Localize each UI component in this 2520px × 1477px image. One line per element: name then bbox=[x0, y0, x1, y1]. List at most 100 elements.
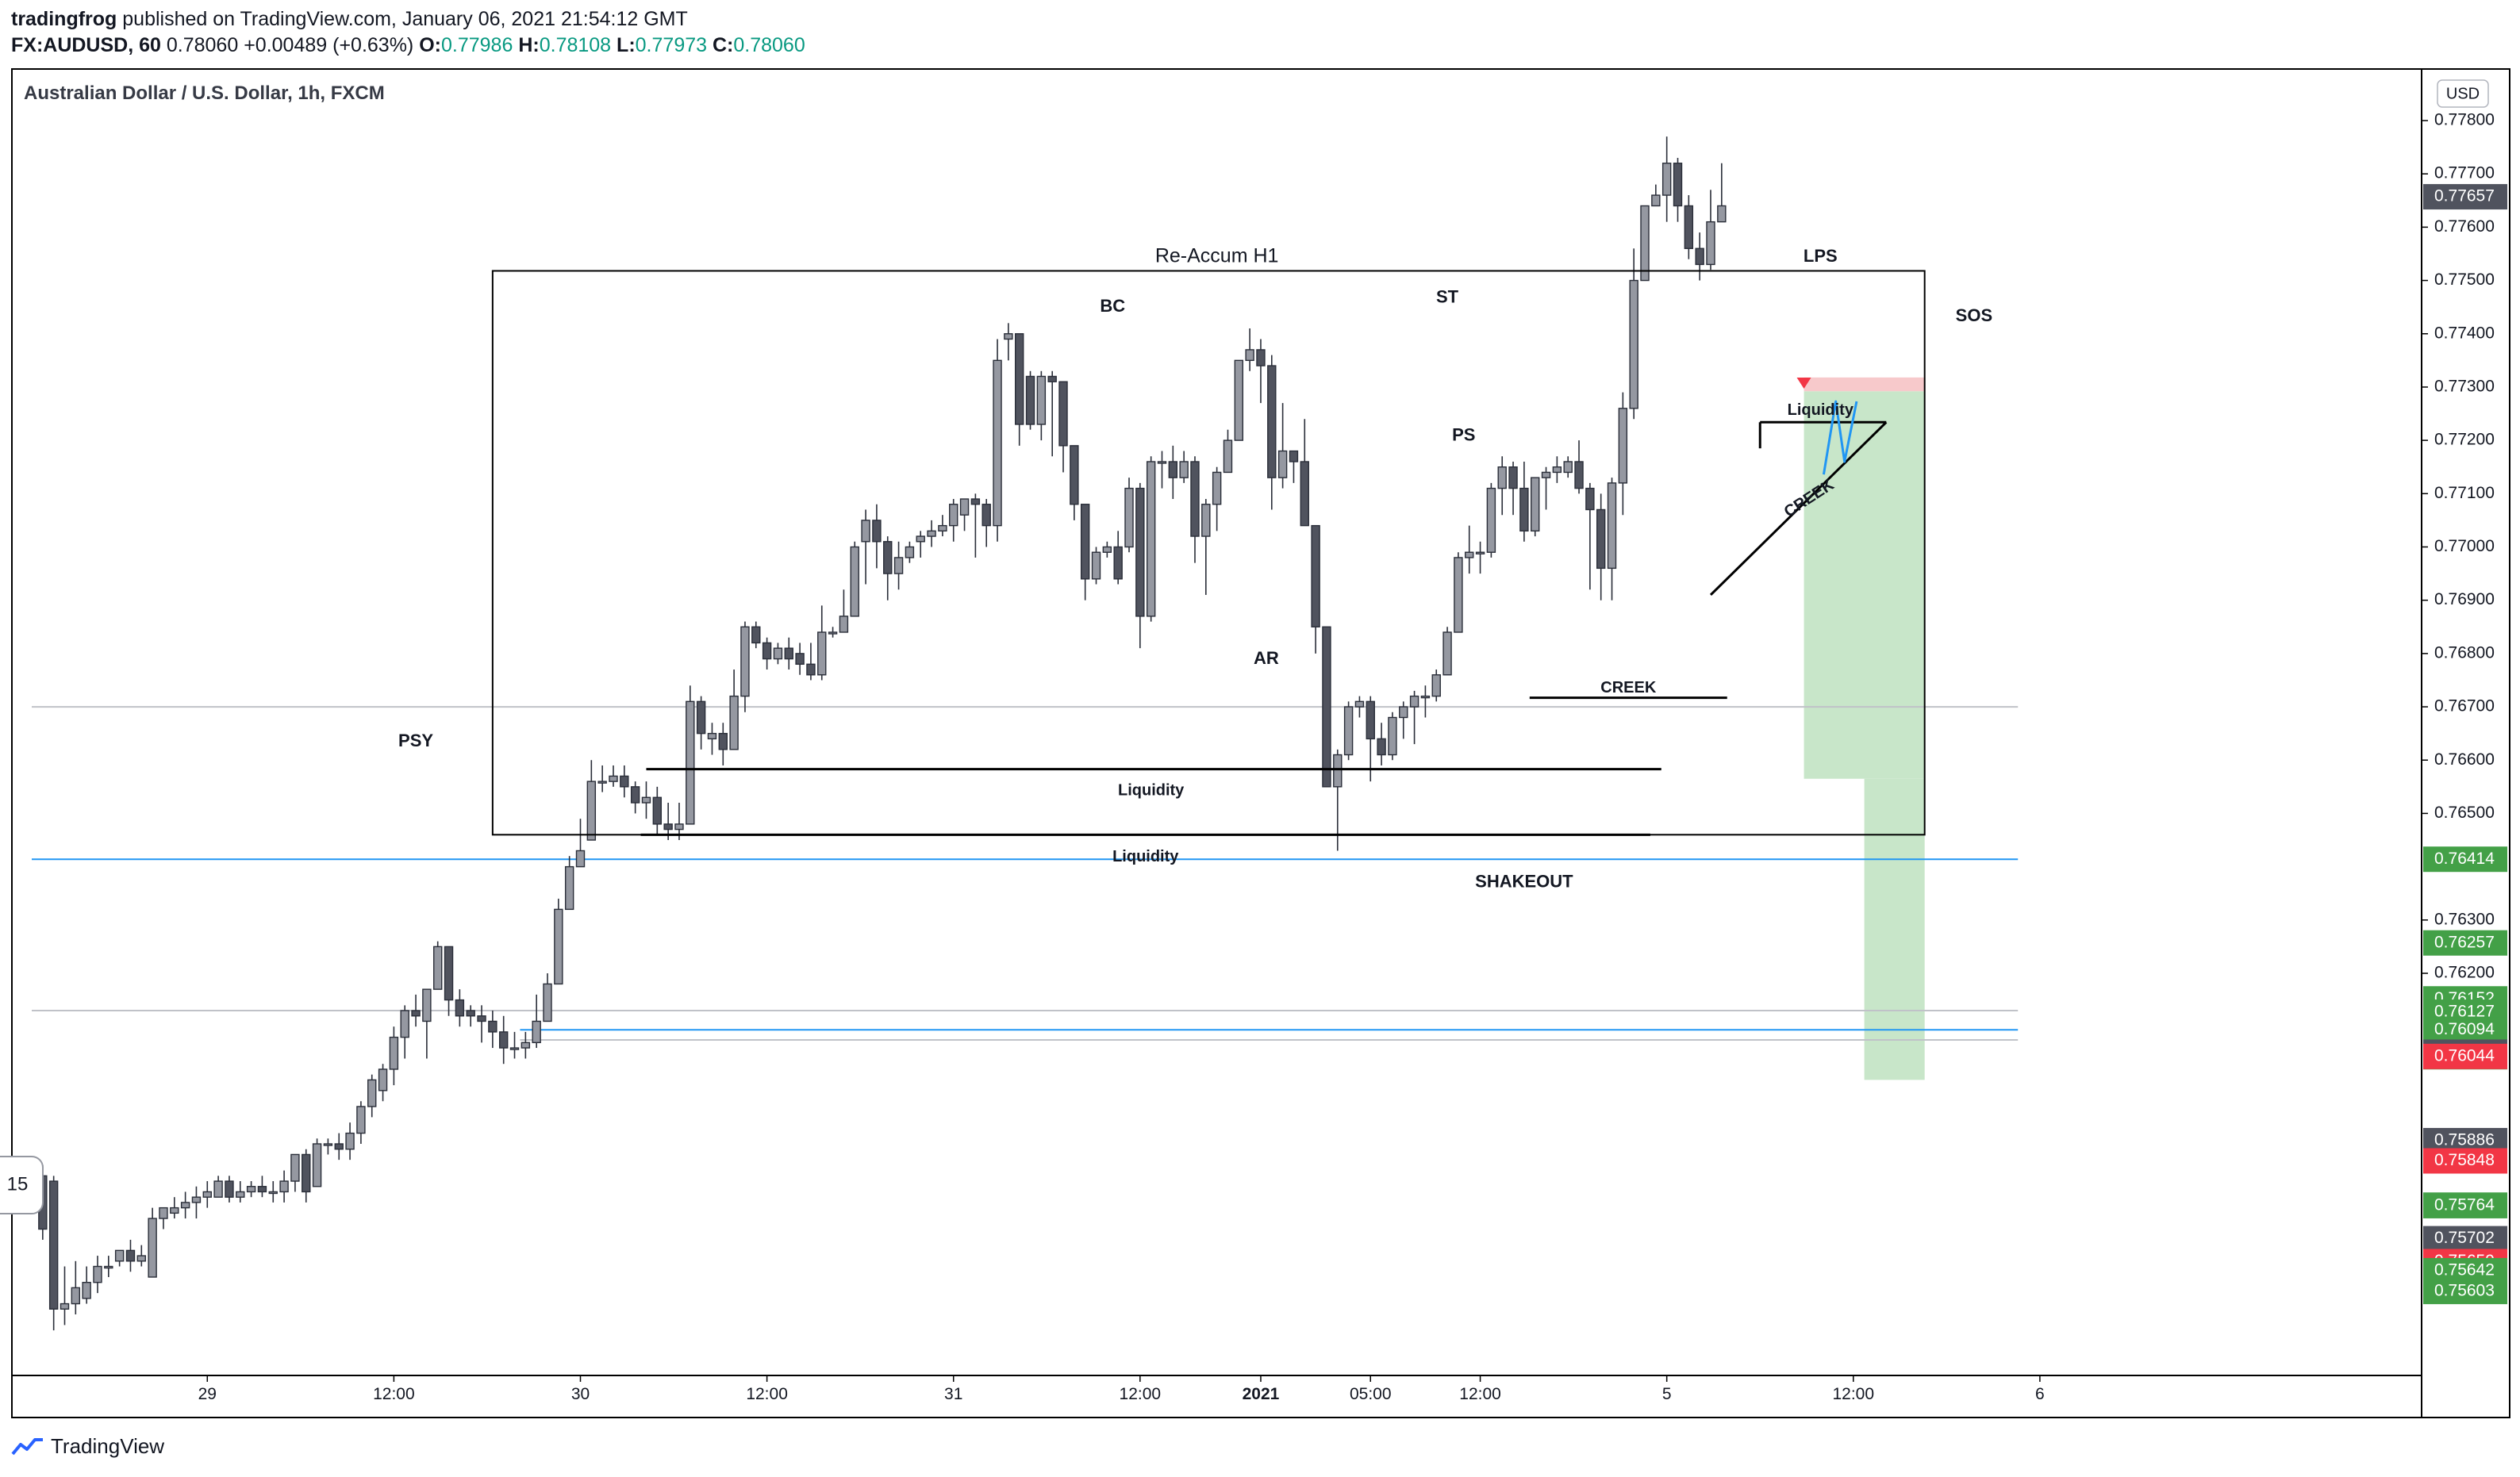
tradingview-footer[interactable]: TradingView bbox=[11, 1434, 164, 1459]
candle bbox=[1618, 392, 1628, 516]
author-name[interactable]: tradingfrog bbox=[11, 8, 117, 30]
candle-body bbox=[1058, 381, 1068, 447]
candle-body bbox=[1091, 551, 1101, 580]
candle-body bbox=[554, 908, 563, 985]
candle bbox=[1409, 690, 1419, 745]
price-tag-label: 0.76127 bbox=[2434, 1003, 2495, 1021]
chart-annotation[interactable]: CREEK bbox=[1600, 679, 1657, 696]
candle-body bbox=[916, 535, 925, 543]
left-badge-box[interactable] bbox=[0, 1156, 44, 1214]
red-stop-zone[interactable] bbox=[1804, 377, 1925, 392]
candle-body bbox=[466, 1010, 475, 1017]
price-tick-label: 0.77300 bbox=[2434, 377, 2495, 395]
chart-annotation[interactable]: Liquidity bbox=[1112, 848, 1179, 865]
candle bbox=[170, 1197, 179, 1219]
candle bbox=[1574, 440, 1584, 494]
candle-body bbox=[1124, 487, 1134, 548]
green-target-extension[interactable] bbox=[1864, 778, 1925, 1080]
chart-annotation[interactable]: BC bbox=[1100, 296, 1125, 316]
candle bbox=[1651, 184, 1661, 207]
chart-annotation[interactable]: Liquidity bbox=[1118, 782, 1185, 800]
candle-body bbox=[1409, 695, 1419, 708]
candle-body bbox=[1135, 487, 1145, 617]
candle bbox=[1256, 339, 1266, 404]
candle-body bbox=[1486, 487, 1496, 553]
chart-annotation[interactable]: PS bbox=[1452, 425, 1475, 445]
candle-body bbox=[795, 653, 805, 666]
price-tag: 0.75764 bbox=[2423, 1192, 2507, 1218]
candle-body bbox=[1201, 504, 1211, 537]
chart-annotation[interactable]: AR bbox=[1254, 648, 1279, 668]
candle-body bbox=[334, 1143, 344, 1150]
chart-annotation[interactable]: SOS bbox=[1956, 305, 1992, 325]
candle-body bbox=[521, 1042, 531, 1049]
price-tag: 0.75603 bbox=[2423, 1279, 2507, 1305]
chart-annotation[interactable]: Liquidity bbox=[1788, 401, 1854, 419]
ohlc-bar: FX:AUDUSD, 60 0.78060 +0.00489 (+0.63%) … bbox=[11, 34, 805, 57]
candle-body bbox=[1277, 450, 1288, 478]
price-tag-label: 0.76257 bbox=[2434, 933, 2495, 951]
candle bbox=[740, 621, 750, 712]
candle bbox=[1465, 525, 1474, 574]
price-tick-label: 0.77200 bbox=[2434, 431, 2495, 449]
candle-body bbox=[1014, 333, 1024, 425]
chart-annotation[interactable]: LPS bbox=[1804, 246, 1838, 266]
candle-body bbox=[927, 530, 936, 537]
price-tag-label: 0.76414 bbox=[2434, 850, 2495, 868]
candle bbox=[1717, 163, 1727, 223]
price-tick-label: 0.77800 bbox=[2434, 111, 2495, 129]
price-tick-label: 0.76300 bbox=[2434, 910, 2495, 928]
candle-body bbox=[1508, 466, 1518, 489]
chart-annotation[interactable]: ST bbox=[1436, 287, 1459, 307]
candle-body bbox=[1070, 445, 1079, 505]
price-tag-bg bbox=[2423, 1148, 2507, 1174]
candle-body bbox=[1431, 674, 1441, 697]
candle-body bbox=[1574, 461, 1584, 489]
candle-body bbox=[1475, 551, 1485, 554]
chart-annotation[interactable]: PSY bbox=[398, 731, 433, 750]
candle-body bbox=[488, 1020, 497, 1033]
time-tick-label: 29 bbox=[198, 1385, 217, 1403]
re-accum-box[interactable] bbox=[491, 270, 1926, 836]
candle bbox=[1311, 524, 1320, 654]
candle bbox=[1354, 696, 1365, 718]
candle bbox=[1322, 626, 1331, 788]
candle bbox=[883, 536, 893, 600]
candle-body bbox=[1442, 631, 1452, 676]
price-tag-label: 0.76044 bbox=[2434, 1046, 2495, 1065]
currency-button[interactable]: USD bbox=[2437, 79, 2489, 108]
candle bbox=[1025, 370, 1035, 430]
chart-annotation[interactable]: SHAKEOUT bbox=[1475, 872, 1573, 892]
chart-annotation[interactable]: Re-Accum H1 bbox=[1155, 245, 1279, 267]
candle bbox=[1124, 478, 1134, 553]
candle-body bbox=[696, 700, 706, 735]
currency-button-label[interactable]: USD bbox=[2446, 85, 2480, 102]
candle bbox=[970, 493, 981, 558]
blue-zigzag-path[interactable] bbox=[1822, 400, 1858, 475]
candle-body bbox=[1651, 194, 1661, 207]
candle-body bbox=[433, 946, 443, 990]
green-target-zone[interactable] bbox=[1804, 391, 1925, 779]
candle-body bbox=[455, 999, 465, 1017]
price-tag-label: 0.75764 bbox=[2434, 1195, 2495, 1214]
candle-body bbox=[389, 1036, 399, 1070]
candle-body bbox=[148, 1218, 157, 1278]
time-tick-label: 12:00 bbox=[1459, 1385, 1501, 1403]
candle bbox=[850, 541, 859, 617]
candle-body bbox=[1333, 754, 1343, 788]
red-triangle-icon bbox=[1796, 377, 1811, 389]
currency-button-box[interactable] bbox=[2437, 79, 2489, 108]
candle bbox=[1442, 627, 1452, 676]
candle bbox=[1596, 493, 1606, 600]
candle-body bbox=[125, 1249, 136, 1262]
candle-body bbox=[1366, 700, 1375, 740]
candle-body bbox=[268, 1191, 278, 1195]
left-badge-label[interactable]: 15 bbox=[7, 1173, 29, 1195]
candle-body bbox=[740, 626, 750, 697]
creek-trendline[interactable] bbox=[1709, 421, 1888, 597]
candle bbox=[1004, 323, 1013, 361]
left-badge[interactable]: 15 bbox=[0, 1156, 44, 1214]
open-value: 0.77986 bbox=[441, 34, 513, 56]
candle-body bbox=[114, 1249, 125, 1262]
